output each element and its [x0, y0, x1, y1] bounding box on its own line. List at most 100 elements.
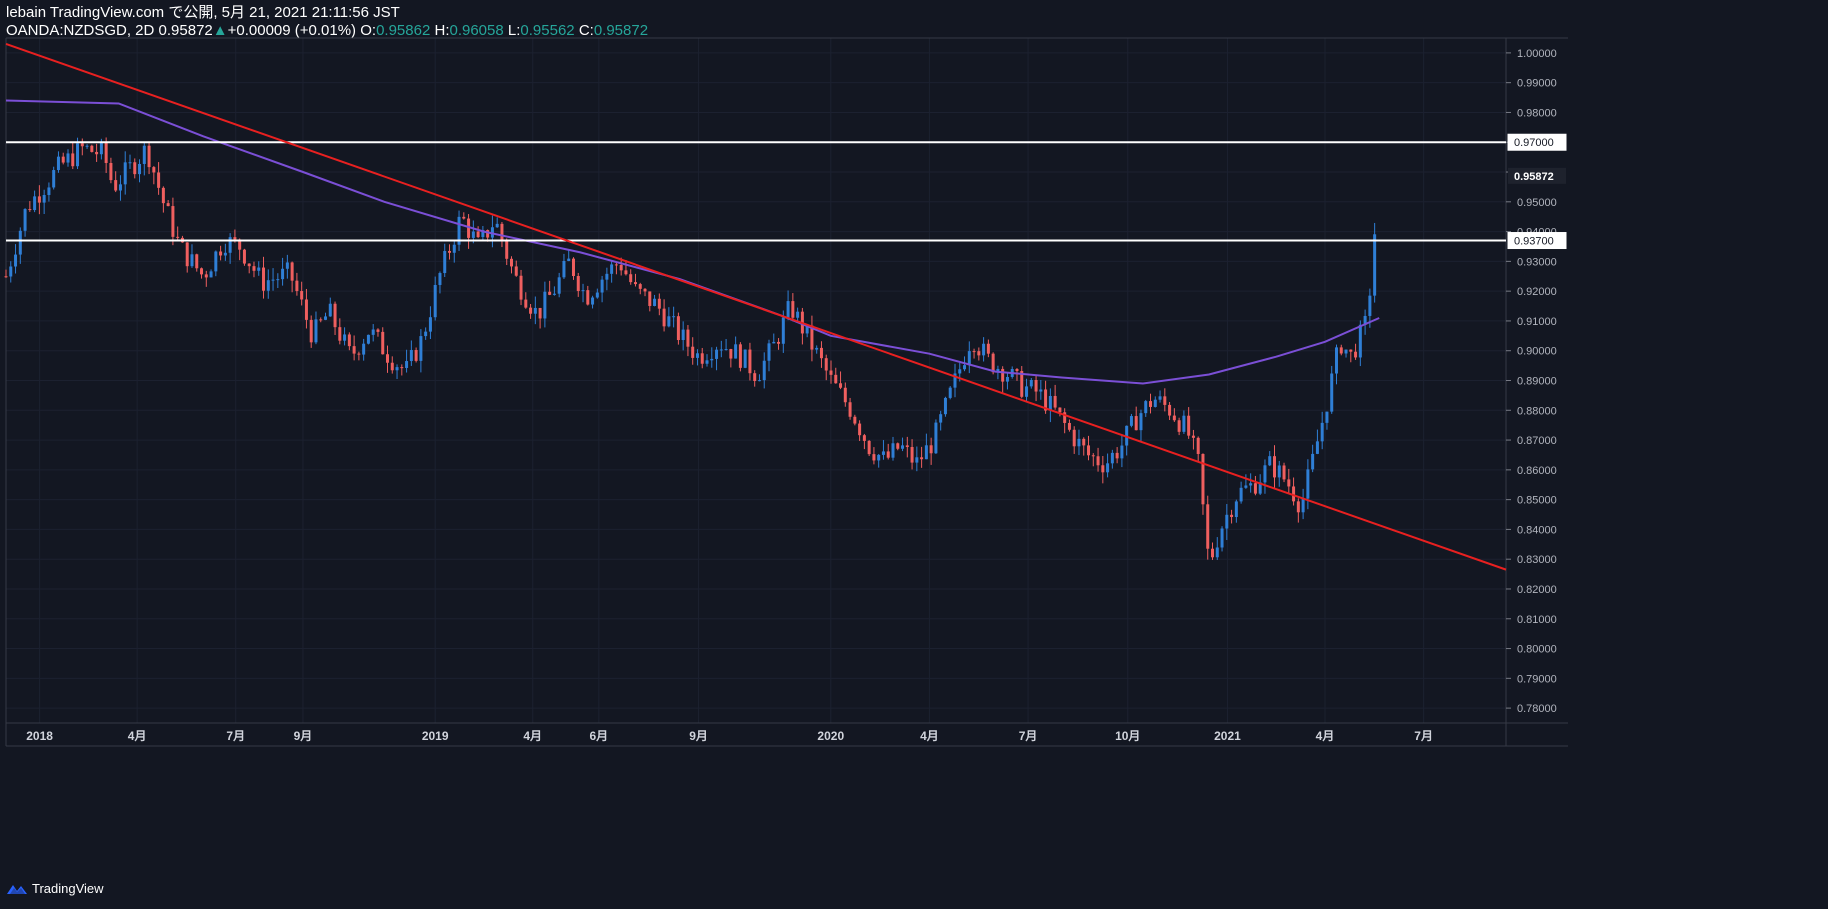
- candle-body: [1296, 501, 1300, 513]
- candle-body: [200, 268, 204, 275]
- x-tick-label: 4月: [128, 729, 147, 743]
- candle-body: [805, 325, 809, 334]
- high-value: 0.96058: [449, 22, 504, 39]
- candle-body: [1163, 396, 1167, 405]
- level-price-label: 0.97000: [1514, 137, 1554, 149]
- candle-body: [347, 334, 351, 347]
- candle-body: [858, 423, 862, 436]
- candle-body: [743, 349, 747, 368]
- candle-body: [80, 143, 84, 147]
- candle-body: [324, 316, 328, 320]
- candle-body: [376, 329, 380, 332]
- candle-body: [295, 280, 299, 292]
- candle-body: [1311, 453, 1315, 470]
- candle-body: [724, 349, 728, 351]
- x-tick-label: 7月: [1019, 729, 1038, 743]
- candle-body: [524, 299, 528, 308]
- candle-body: [366, 334, 370, 344]
- candle-body: [986, 343, 990, 354]
- candle-body: [500, 223, 504, 242]
- candle-body: [486, 230, 490, 238]
- candle-body: [1334, 347, 1338, 374]
- candle-body: [333, 303, 337, 328]
- candle-body: [715, 349, 719, 359]
- candle-body: [228, 237, 232, 253]
- candle-body: [395, 367, 399, 371]
- candle-body: [1206, 504, 1210, 549]
- candle-body: [343, 334, 347, 341]
- y-tick-label: 0.81000: [1517, 614, 1557, 626]
- candle-body: [61, 156, 65, 163]
- last-price: 0.95872: [158, 22, 213, 39]
- candle-body: [605, 273, 609, 280]
- ohlc-line: OANDA:NZDSGD, 2D 0.95872▲+0.00009 (+0.01…: [6, 22, 648, 40]
- candle-body: [853, 416, 857, 424]
- candle-body: [37, 196, 41, 203]
- candle-body: [1153, 399, 1157, 407]
- candle-body: [276, 279, 280, 281]
- candle-body: [643, 288, 647, 292]
- candle-body: [886, 451, 890, 458]
- x-tick-label: 2019: [422, 729, 449, 743]
- trendline[interactable]: [5, 43, 1507, 571]
- candle-body: [619, 264, 623, 271]
- candle-body: [862, 435, 866, 441]
- candle-body: [629, 274, 633, 283]
- candle-body: [242, 249, 246, 264]
- candle-body: [796, 311, 800, 318]
- candle-body: [896, 443, 900, 449]
- candle-body: [1191, 435, 1195, 438]
- candle-body: [610, 264, 614, 274]
- x-tick-label: 7月: [226, 729, 245, 743]
- candle-body: [66, 153, 70, 163]
- candle-body: [905, 445, 909, 448]
- candle-body: [1187, 415, 1191, 436]
- x-tick-label: 9月: [294, 729, 313, 743]
- candle-body: [562, 260, 566, 278]
- candle-body: [1001, 368, 1005, 382]
- candle-body: [819, 347, 823, 359]
- candle-body: [567, 258, 571, 261]
- candle-body: [56, 156, 60, 171]
- footer-brand[interactable]: TradingView: [6, 881, 104, 896]
- candle-body: [963, 365, 967, 370]
- candle-body: [271, 279, 275, 281]
- candle-body: [190, 254, 194, 267]
- candle-body: [1244, 485, 1248, 488]
- y-tick-label: 0.89000: [1517, 376, 1557, 388]
- candle-body: [1315, 441, 1319, 454]
- candle-body: [1263, 465, 1267, 483]
- x-tick-label: 4月: [523, 729, 542, 743]
- candle-body: [1320, 422, 1324, 442]
- candle-body: [1172, 415, 1176, 421]
- candle-body: [1087, 445, 1091, 456]
- candle-body: [509, 258, 513, 267]
- candle-body: [777, 341, 781, 344]
- candle-body: [481, 230, 485, 238]
- candle-body: [1268, 456, 1272, 466]
- candle-body: [953, 373, 957, 388]
- candle-body: [1253, 483, 1257, 494]
- candle-body: [519, 275, 523, 300]
- candle-body: [85, 145, 89, 147]
- candle-body: [924, 445, 928, 460]
- candle-body: [362, 343, 366, 355]
- candle-body: [943, 397, 947, 415]
- y-tick-label: 0.92000: [1517, 286, 1557, 298]
- candle-body: [1349, 349, 1353, 352]
- candle-body: [586, 290, 590, 305]
- candle-body: [104, 142, 108, 163]
- candle-body: [1215, 547, 1219, 558]
- candle-body: [381, 331, 385, 355]
- candle-body: [1077, 438, 1081, 447]
- candle-body: [719, 349, 723, 351]
- candle-body: [1091, 455, 1095, 457]
- candle-body: [247, 263, 251, 267]
- candle-body: [1177, 420, 1181, 432]
- candle-body: [1044, 389, 1048, 411]
- candle-body: [433, 284, 437, 318]
- candle-body: [1048, 395, 1052, 411]
- candle-body: [891, 443, 895, 458]
- candle-body: [1039, 389, 1043, 392]
